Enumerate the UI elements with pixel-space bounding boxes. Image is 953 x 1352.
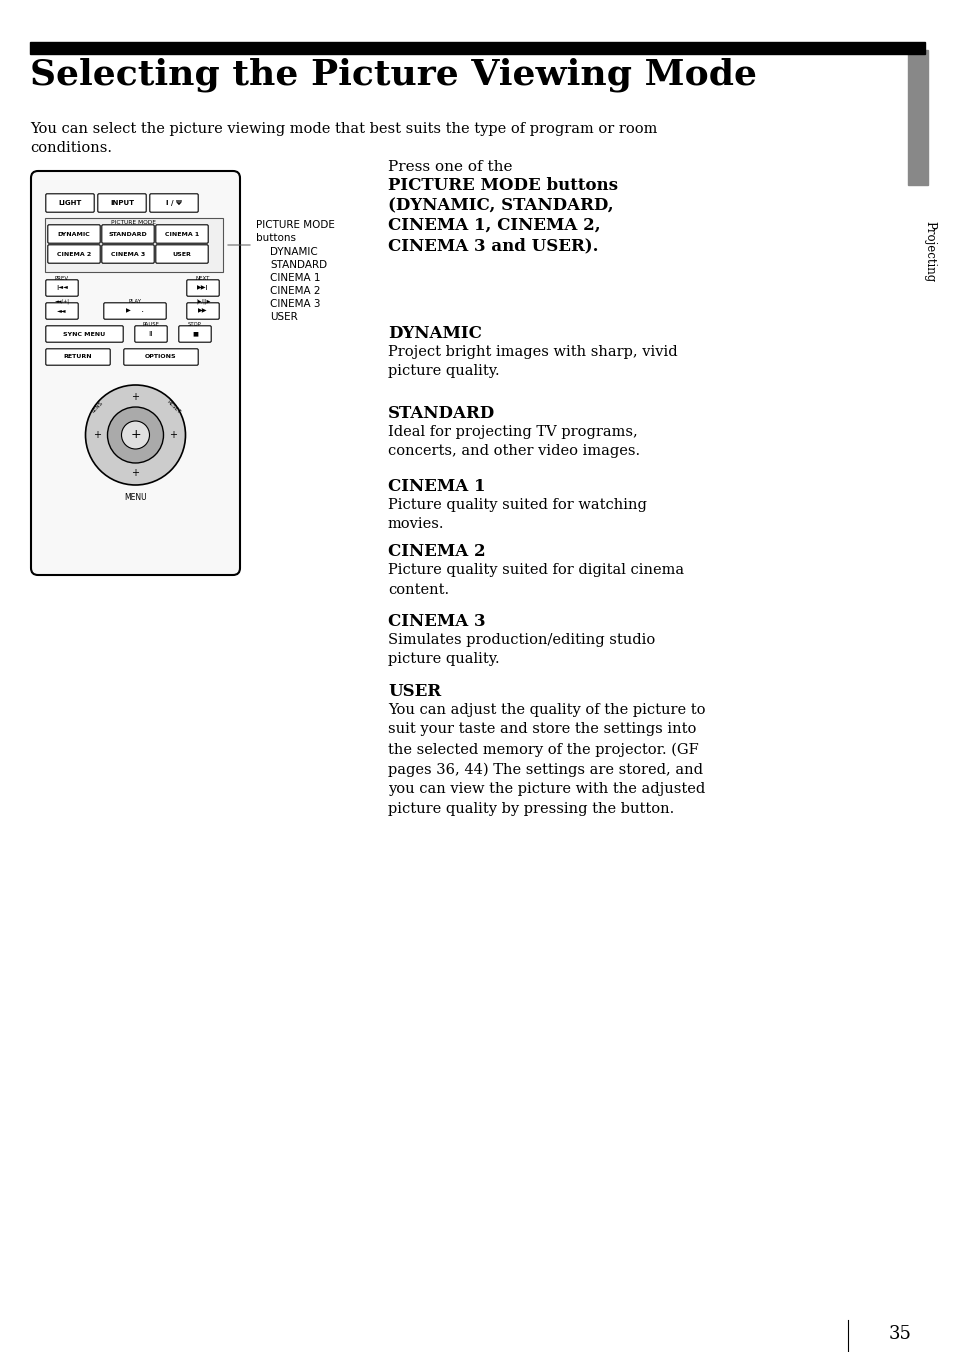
Text: (DYNAMIC, STANDARD,: (DYNAMIC, STANDARD, bbox=[388, 197, 613, 214]
Text: Simulates production/editing studio
picture quality.: Simulates production/editing studio pict… bbox=[388, 633, 655, 667]
Text: NEXT: NEXT bbox=[195, 276, 210, 281]
Text: Projecting: Projecting bbox=[923, 222, 936, 283]
Text: ||: || bbox=[149, 331, 153, 337]
FancyBboxPatch shape bbox=[46, 349, 111, 365]
Circle shape bbox=[121, 420, 150, 449]
FancyBboxPatch shape bbox=[46, 280, 78, 296]
FancyBboxPatch shape bbox=[134, 326, 167, 342]
FancyBboxPatch shape bbox=[48, 245, 100, 264]
Bar bbox=[45, 218, 223, 272]
Text: CINEMA 2: CINEMA 2 bbox=[388, 544, 485, 560]
Text: USER: USER bbox=[270, 312, 297, 322]
Text: DYNAMIC: DYNAMIC bbox=[57, 231, 91, 237]
Text: OPTIONS: OPTIONS bbox=[145, 354, 176, 360]
Text: RESET: RESET bbox=[166, 399, 181, 415]
FancyBboxPatch shape bbox=[155, 245, 208, 264]
Text: CINEMA 1: CINEMA 1 bbox=[270, 273, 320, 283]
FancyBboxPatch shape bbox=[104, 303, 166, 319]
Text: LENS: LENS bbox=[91, 400, 104, 414]
Text: CINEMA 2: CINEMA 2 bbox=[270, 287, 320, 296]
Text: Picture quality suited for digital cinema
content.: Picture quality suited for digital cinem… bbox=[388, 562, 683, 596]
Text: DYNAMIC: DYNAMIC bbox=[388, 324, 481, 342]
FancyBboxPatch shape bbox=[46, 303, 78, 319]
FancyBboxPatch shape bbox=[102, 224, 154, 243]
Text: PLAY: PLAY bbox=[129, 299, 141, 304]
Text: You can adjust the quality of the picture to
suit your taste and store the setti: You can adjust the quality of the pictur… bbox=[388, 703, 705, 815]
Text: I / Ψ: I / Ψ bbox=[166, 200, 182, 206]
FancyBboxPatch shape bbox=[46, 326, 123, 342]
FancyBboxPatch shape bbox=[178, 326, 211, 342]
Text: USER: USER bbox=[388, 683, 440, 700]
Text: |▶/||▶: |▶/||▶ bbox=[196, 299, 211, 304]
Text: +: + bbox=[170, 430, 177, 439]
Text: CINEMA 3: CINEMA 3 bbox=[111, 251, 145, 257]
Text: MENU: MENU bbox=[124, 492, 147, 502]
Text: CINEMA 2: CINEMA 2 bbox=[57, 251, 91, 257]
FancyBboxPatch shape bbox=[155, 224, 208, 243]
Text: PICTURE MODE: PICTURE MODE bbox=[255, 220, 335, 230]
Text: +: + bbox=[130, 429, 141, 442]
Text: STOP: STOP bbox=[188, 322, 202, 327]
Text: CINEMA 3: CINEMA 3 bbox=[270, 299, 320, 310]
Text: PICTURE MODE: PICTURE MODE bbox=[112, 220, 156, 224]
FancyBboxPatch shape bbox=[187, 280, 219, 296]
Bar bbox=[30, 42, 924, 54]
Text: +: + bbox=[93, 430, 101, 439]
Text: RETURN: RETURN bbox=[64, 354, 92, 360]
Text: PREV: PREV bbox=[55, 276, 69, 281]
Text: CINEMA 1, CINEMA 2,: CINEMA 1, CINEMA 2, bbox=[388, 218, 600, 234]
FancyBboxPatch shape bbox=[124, 349, 198, 365]
Bar bbox=[907, 50, 927, 185]
Text: ■: ■ bbox=[192, 331, 197, 337]
Text: LIGHT: LIGHT bbox=[58, 200, 82, 206]
Text: Project bright images with sharp, vivid
picture quality.: Project bright images with sharp, vivid … bbox=[388, 345, 677, 379]
Text: STANDARD: STANDARD bbox=[270, 260, 327, 270]
FancyBboxPatch shape bbox=[102, 245, 154, 264]
Text: STANDARD: STANDARD bbox=[388, 406, 495, 422]
FancyBboxPatch shape bbox=[98, 193, 146, 212]
FancyBboxPatch shape bbox=[46, 193, 94, 212]
Text: ◄◄: ◄◄ bbox=[57, 308, 67, 314]
FancyBboxPatch shape bbox=[48, 224, 100, 243]
Text: CINEMA 3: CINEMA 3 bbox=[388, 612, 485, 630]
Text: ◄◄/+|: ◄◄/+| bbox=[54, 299, 70, 304]
Text: CINEMA 1: CINEMA 1 bbox=[165, 231, 199, 237]
Text: INPUT: INPUT bbox=[110, 200, 134, 206]
Text: PICTURE MODE buttons: PICTURE MODE buttons bbox=[388, 177, 618, 193]
Text: CINEMA 3 and USER).: CINEMA 3 and USER). bbox=[388, 237, 598, 254]
Text: Picture quality suited for watching
movies.: Picture quality suited for watching movi… bbox=[388, 498, 646, 531]
Text: CINEMA 1: CINEMA 1 bbox=[388, 479, 485, 495]
FancyBboxPatch shape bbox=[150, 193, 198, 212]
Text: You can select the picture viewing mode that best suits the type of program or r: You can select the picture viewing mode … bbox=[30, 122, 657, 155]
Circle shape bbox=[86, 385, 185, 485]
Text: ▶     .: ▶ . bbox=[126, 308, 144, 314]
Text: buttons: buttons bbox=[255, 233, 295, 243]
Text: Selecting the Picture Viewing Mode: Selecting the Picture Viewing Mode bbox=[30, 58, 757, 92]
Text: ▶▶: ▶▶ bbox=[198, 308, 208, 314]
FancyBboxPatch shape bbox=[187, 303, 219, 319]
Text: USER: USER bbox=[172, 251, 192, 257]
FancyBboxPatch shape bbox=[30, 170, 240, 575]
Text: Ideal for projecting TV programs,
concerts, and other video images.: Ideal for projecting TV programs, concer… bbox=[388, 425, 639, 458]
Text: STANDARD: STANDARD bbox=[109, 231, 147, 237]
Text: ▶▶|: ▶▶| bbox=[197, 285, 209, 291]
Text: DYNAMIC: DYNAMIC bbox=[270, 247, 317, 257]
Circle shape bbox=[108, 407, 163, 462]
Text: SYNC MENU: SYNC MENU bbox=[63, 331, 106, 337]
Text: +: + bbox=[132, 392, 139, 402]
Text: 35: 35 bbox=[887, 1325, 910, 1343]
Text: +: + bbox=[132, 468, 139, 479]
Text: Press one of the: Press one of the bbox=[388, 160, 512, 174]
Text: |◄◄: |◄◄ bbox=[56, 285, 68, 291]
Text: PAUSE: PAUSE bbox=[142, 322, 159, 327]
